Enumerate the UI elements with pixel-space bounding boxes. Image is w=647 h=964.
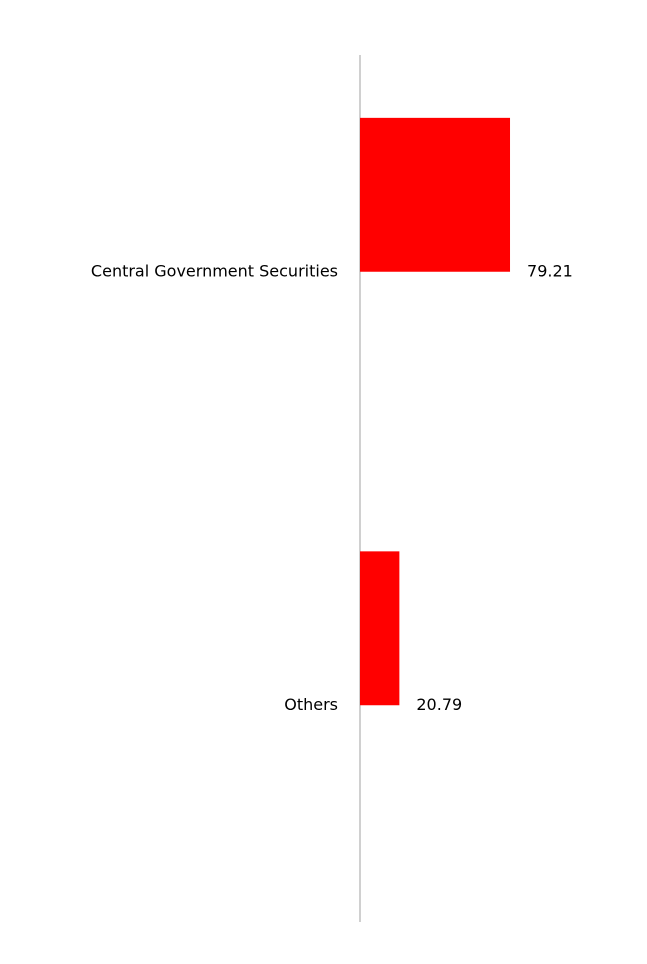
value-label: 79.21: [527, 261, 573, 280]
category-label: Others: [284, 695, 338, 714]
category-label: Central Government Securities: [91, 261, 338, 280]
bar: [360, 117, 511, 272]
value-label: 20.79: [416, 695, 462, 714]
bar: [360, 551, 400, 706]
